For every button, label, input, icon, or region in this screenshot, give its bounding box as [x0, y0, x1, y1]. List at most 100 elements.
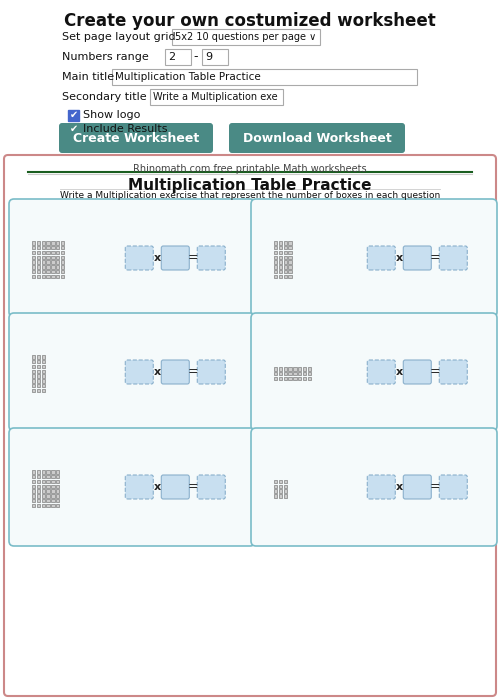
Bar — [56, 241, 59, 244]
Bar — [46, 256, 50, 259]
Text: Rhinomath.com free printable Math worksheets: Rhinomath.com free printable Math worksh… — [133, 164, 367, 174]
Text: =: = — [188, 480, 198, 494]
Bar — [46, 489, 50, 493]
Bar — [42, 389, 45, 392]
Bar — [42, 355, 45, 358]
Text: Include Results: Include Results — [83, 124, 168, 134]
Bar — [46, 265, 50, 269]
FancyBboxPatch shape — [4, 155, 496, 696]
Bar — [32, 256, 35, 259]
Bar — [37, 489, 40, 493]
Bar — [279, 480, 282, 483]
Bar — [274, 265, 278, 269]
Bar — [293, 372, 296, 375]
Bar — [56, 246, 59, 249]
Bar — [42, 260, 45, 264]
Bar — [42, 270, 45, 274]
Bar — [42, 275, 45, 278]
Bar — [51, 241, 54, 244]
Text: ✔: ✔ — [70, 124, 78, 134]
Bar — [279, 251, 282, 254]
Bar — [51, 260, 54, 264]
Bar — [32, 374, 35, 378]
FancyBboxPatch shape — [68, 123, 79, 134]
Bar — [279, 270, 282, 274]
Bar — [37, 475, 40, 478]
Bar — [46, 499, 50, 503]
Bar — [42, 379, 45, 383]
Text: Main title: Main title — [62, 72, 114, 82]
Bar — [51, 470, 54, 474]
Bar — [284, 484, 287, 488]
Bar — [279, 246, 282, 249]
Bar — [37, 256, 40, 259]
Bar — [288, 246, 292, 249]
Bar — [42, 494, 45, 498]
Bar — [56, 475, 59, 478]
Bar — [42, 365, 45, 368]
Bar — [288, 372, 292, 375]
Bar — [279, 260, 282, 264]
Text: 5x2 10 questions per page ∨: 5x2 10 questions per page ∨ — [175, 32, 316, 42]
Bar — [274, 377, 278, 380]
Bar — [37, 389, 40, 392]
Bar — [56, 260, 59, 264]
Bar — [279, 241, 282, 244]
Text: ✔: ✔ — [70, 110, 78, 120]
Bar — [56, 256, 59, 259]
Bar — [32, 241, 35, 244]
FancyBboxPatch shape — [368, 246, 396, 270]
Text: Multiplication Table Practice: Multiplication Table Practice — [115, 72, 261, 82]
Bar — [51, 480, 54, 483]
Bar — [46, 246, 50, 249]
Bar — [37, 384, 40, 387]
Text: =: = — [430, 365, 440, 379]
Bar — [274, 260, 278, 264]
Bar — [61, 241, 64, 244]
Bar — [37, 241, 40, 244]
FancyBboxPatch shape — [404, 360, 431, 384]
Bar — [32, 251, 35, 254]
Bar — [61, 251, 64, 254]
Bar — [37, 484, 40, 488]
Bar — [37, 480, 40, 483]
Bar — [51, 484, 54, 488]
FancyBboxPatch shape — [68, 109, 79, 120]
Bar — [42, 251, 45, 254]
Bar — [37, 379, 40, 383]
FancyBboxPatch shape — [368, 475, 396, 499]
FancyBboxPatch shape — [59, 123, 213, 153]
Bar — [32, 470, 35, 474]
Text: x: x — [396, 482, 403, 492]
Bar — [298, 368, 302, 370]
Bar — [56, 484, 59, 488]
Bar — [42, 370, 45, 373]
Bar — [51, 246, 54, 249]
Bar — [42, 246, 45, 249]
Bar — [56, 251, 59, 254]
Bar — [46, 270, 50, 274]
Bar — [32, 504, 35, 508]
Bar — [46, 260, 50, 264]
Bar — [288, 260, 292, 264]
Bar — [37, 246, 40, 249]
Bar — [42, 360, 45, 363]
Text: x: x — [154, 367, 161, 377]
Bar — [61, 256, 64, 259]
FancyBboxPatch shape — [440, 246, 468, 270]
Bar — [288, 241, 292, 244]
Bar — [42, 374, 45, 378]
FancyBboxPatch shape — [126, 475, 154, 499]
Bar — [42, 470, 45, 474]
Bar — [293, 377, 296, 380]
Bar — [274, 241, 278, 244]
FancyBboxPatch shape — [112, 69, 417, 85]
FancyBboxPatch shape — [162, 246, 190, 270]
FancyBboxPatch shape — [251, 313, 497, 431]
FancyBboxPatch shape — [251, 428, 497, 546]
Bar — [279, 368, 282, 370]
Bar — [51, 499, 54, 503]
FancyBboxPatch shape — [198, 475, 226, 499]
Bar — [298, 377, 302, 380]
Bar — [46, 275, 50, 278]
